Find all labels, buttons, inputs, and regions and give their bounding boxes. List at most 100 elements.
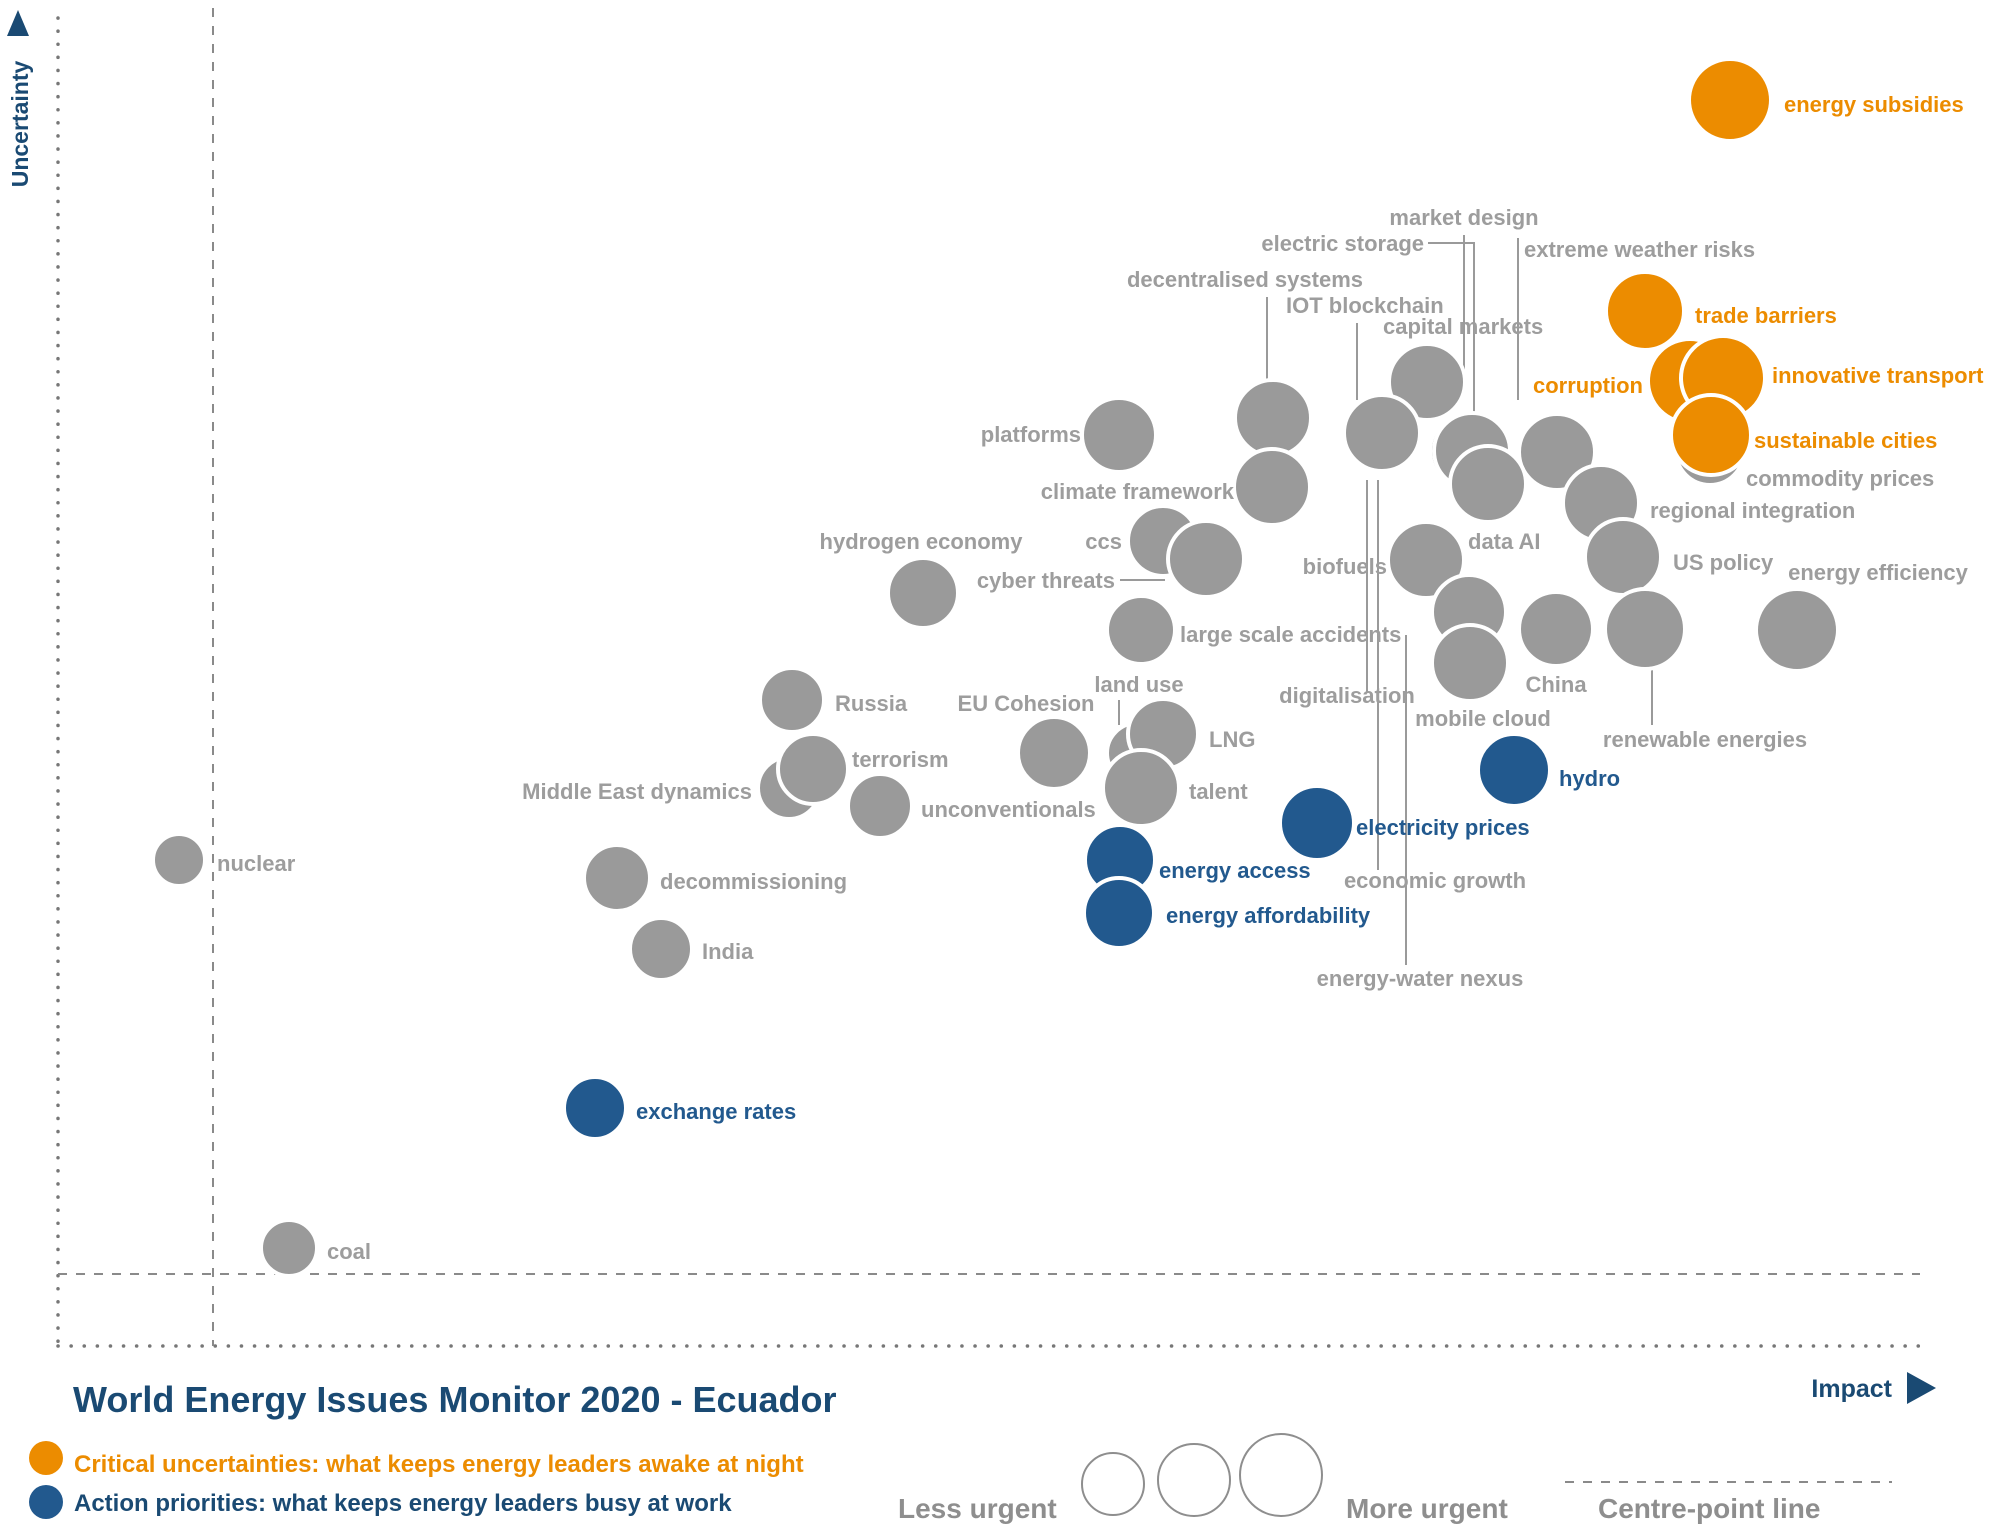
label-data-ai: data AI [1468,529,1541,554]
label-trade-barriers: trade barriers [1695,303,1837,328]
label-terrorism: terrorism [852,747,949,772]
leader-line-electric-storage [1428,242,1475,420]
label-ccs: ccs [1085,529,1122,554]
label-energy-affordability: energy affordability [1166,903,1371,928]
bubble-iot-blockchain [1342,393,1422,473]
bubble-data-ai [1448,444,1528,524]
label-digitalisation: digitalisation [1279,683,1415,708]
label-decommissioning: decommissioning [660,869,847,894]
label-nuclear: nuclear [217,851,296,876]
bubble-russia [758,666,826,734]
label-coal: coal [327,1239,371,1264]
legend-action-swatch [29,1485,63,1519]
label-china: China [1525,672,1587,697]
label-lng: LNG [1209,727,1255,752]
bubble-mobile-cloud [1430,623,1510,703]
label-cyber-threats: cyber threats [977,568,1115,593]
bubble-energy-efficiency [1754,587,1840,673]
label-exchange-rates: exchange rates [636,1099,796,1124]
label-iot-blockchain: IOT blockchain [1286,293,1444,318]
label-decentralised-systems: decentralised systems [1127,267,1363,292]
bubble-cyber-threats [1166,519,1246,599]
label-capital-markets: capital markets [1383,314,1543,339]
legend-size-medium [1157,1443,1231,1517]
label-extreme-weather-risks: extreme weather risks [1524,237,1755,262]
label-platforms: platforms [981,422,1081,447]
label-us-policy: US policy [1673,550,1774,575]
bubble-talent [1101,748,1181,828]
bubble-decommissioning [582,843,652,913]
label-electricity-prices: electricity prices [1356,815,1530,840]
label-energy-subsidies: energy subsidies [1784,92,1964,117]
bubble-electricity-prices [1278,784,1356,862]
bubble-trade-barriers [1604,270,1686,352]
label-unconventionals: unconventionals [921,797,1096,822]
legend-action-label: Action priorities: what keeps energy lea… [74,1490,732,1517]
bubble-exchange-rates [562,1075,628,1141]
y-axis-arrow-icon [7,10,29,36]
bubble-extreme-weather-risks [1517,412,1597,492]
legend-size-small [1081,1452,1145,1516]
bubble-platforms [1080,396,1158,474]
bubble-capital-markets [1387,342,1467,422]
label-land-use: land use [1094,672,1183,697]
label-hydrogen-economy: hydrogen economy [820,529,1024,554]
legend-critical-label: Critical uncertainties: what keeps energ… [74,1451,804,1478]
bubble-unconventionals [846,772,914,840]
label-energy-water-nexus: energy-water nexus [1317,966,1524,991]
bubble-label-layer: energy subsidies trade barriers innovative… [217,92,1984,1264]
label-commodity-prices: commodity prices [1746,466,1934,491]
legend-more-urgent: More urgent [1346,1493,1508,1524]
bubble-terrorism [776,732,850,806]
bubble-climate-framework [1232,447,1312,527]
bubble-decentralised-systems [1233,378,1313,458]
bubble-renewable-energies [1603,587,1687,671]
leader-lines [1118,235,1653,965]
bubble-energy-affordability [1082,876,1156,950]
legend-centre-line-label: Centre-point line [1598,1493,1820,1524]
label-energy-access: energy access [1159,858,1311,883]
label-biofuels: biofuels [1303,554,1387,579]
x-axis-arrow-icon [1907,1372,1936,1404]
label-market-design: market design [1389,205,1538,230]
y-axis-label: Uncertainty [7,61,33,188]
bubble-us-policy [1583,517,1663,597]
label-large-scale-accidents: large scale accidents [1180,622,1401,647]
label-eu-cohesion: EU Cohesion [958,691,1095,716]
bubble-sustainable-cities [1669,393,1753,477]
label-electric-storage: electric storage [1261,231,1424,256]
bubble-india [628,916,694,982]
bubble-large-scale-accidents [1105,594,1177,666]
label-middle-east-dynamics: Middle East dynamics [522,779,752,804]
bubble-layer [151,57,1840,1278]
label-russia: Russia [835,691,908,716]
label-climate-framework: climate framework [1041,479,1235,504]
x-axis-label: Impact [1811,1375,1892,1403]
label-innovative-transport: innovative transport [1772,363,1984,388]
legend-critical-swatch [29,1441,63,1475]
legend-size-large [1239,1433,1323,1517]
label-economic-growth: economic growth [1344,868,1526,893]
label-renewable-energies: renewable energies [1603,727,1807,752]
bubble-eu-cohesion [1016,715,1092,791]
label-sustainable-cities: sustainable cities [1754,428,1937,453]
label-energy-efficiency: energy efficiency [1788,560,1969,585]
label-talent: talent [1189,779,1248,804]
label-regional-integration: regional integration [1650,498,1855,523]
label-mobile-cloud: mobile cloud [1415,706,1551,731]
label-india: India [702,939,754,964]
label-corruption: corruption [1533,373,1643,398]
bubble-biofuels [1386,520,1466,600]
axes: Uncertainty Impact [7,8,1936,1404]
bubble-nuclear [151,832,207,888]
bubble-energy-subsidies [1687,57,1773,143]
legend-less-urgent: Less urgent [898,1493,1057,1524]
bubble-hydro [1476,732,1552,808]
bubble-coal [259,1218,319,1278]
chart-title: World Energy Issues Monitor 2020 - Ecuad… [73,1379,837,1420]
label-hydro: hydro [1559,766,1620,791]
bubble-china [1517,590,1595,668]
bubble-hydrogen-economy [886,556,960,630]
legend: Critical uncertainties: what keeps energ… [29,1433,1892,1524]
